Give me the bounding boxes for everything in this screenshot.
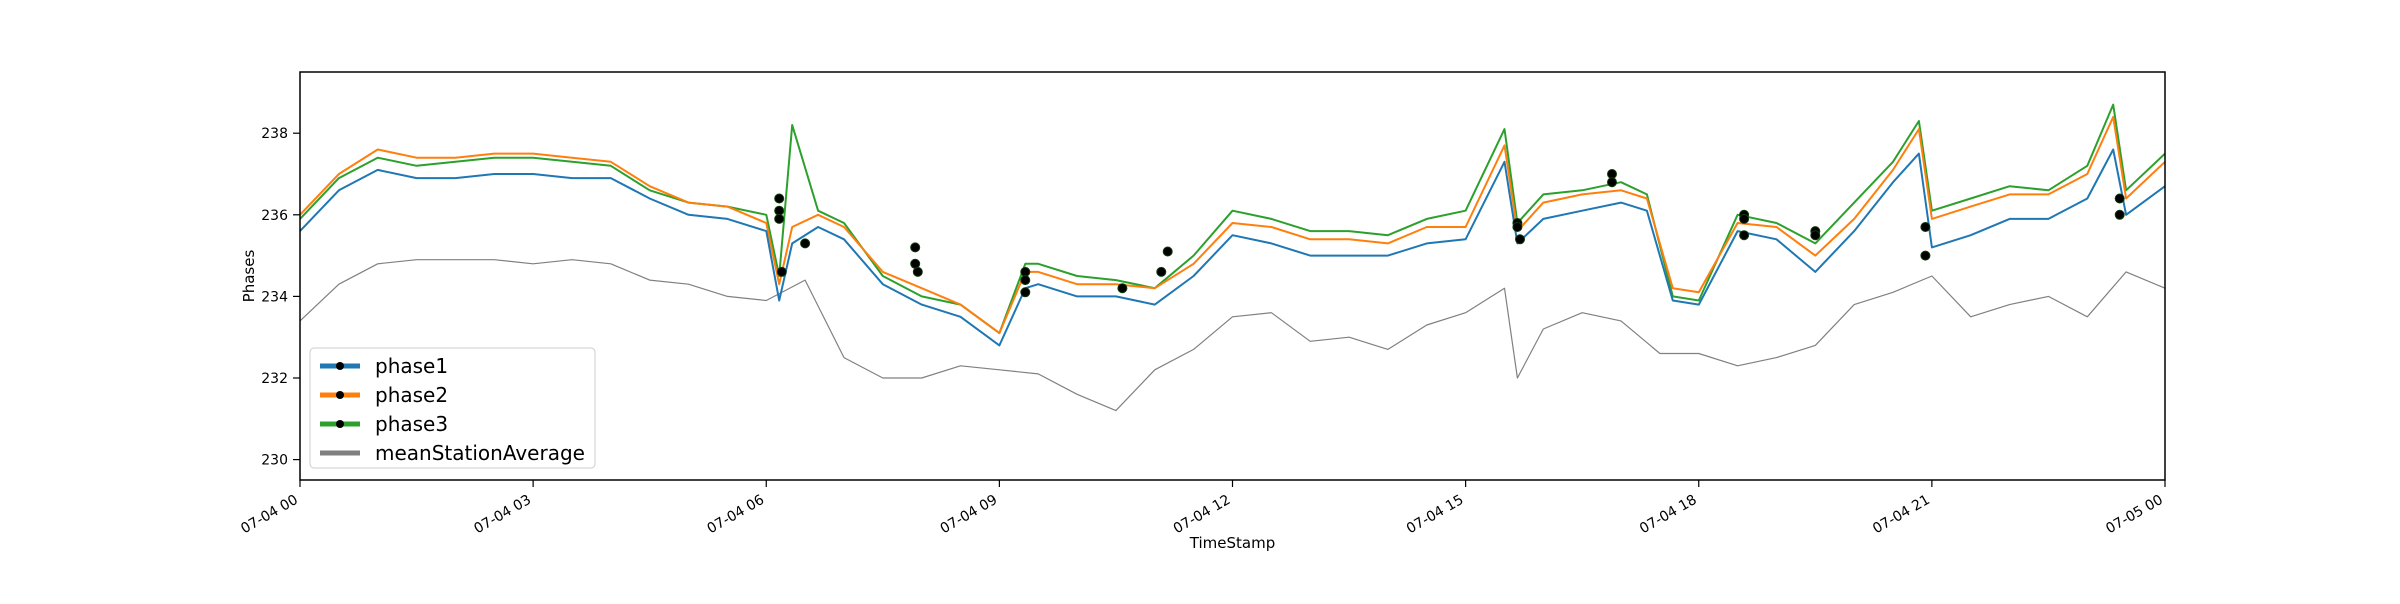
x-tick-label: 07-04 06 <box>705 492 768 537</box>
event-marker <box>1607 177 1617 188</box>
series-line-phase3 <box>299 103 2166 335</box>
legend-marker-phase3 <box>336 420 344 428</box>
event-marker <box>1020 266 1031 277</box>
x-tick-label: 07-04 09 <box>938 492 1001 537</box>
event-marker <box>1920 250 1931 261</box>
event-marker <box>800 238 811 249</box>
series-line-phase2 <box>299 115 2166 335</box>
x-tick-label: 07-04 00 <box>238 492 301 537</box>
x-axis-label: TimeStamp <box>1189 534 1275 552</box>
event-marker <box>1020 275 1031 286</box>
series-line-meanStationAverage <box>299 259 2166 412</box>
event-marker <box>2114 209 2125 220</box>
event-marker <box>1117 283 1128 294</box>
event-marker <box>1020 287 1031 298</box>
x-tick-label: 07-04 03 <box>471 492 534 537</box>
marker-layer <box>774 169 2125 298</box>
event-marker <box>774 213 785 224</box>
event-marker <box>1156 266 1167 277</box>
event-marker <box>1739 230 1750 241</box>
x-tick-label: 07-04 18 <box>1637 492 1700 537</box>
event-marker <box>1607 169 1617 179</box>
y-tick-label: 236 <box>261 208 288 224</box>
event-marker <box>910 242 921 253</box>
x-tick-label: 07-04 15 <box>1404 492 1467 537</box>
x-axis: 07-04 00 07-04 03 07-04 06 07-04 09 07-04 12… <box>238 480 2166 537</box>
event-marker <box>2114 193 2125 204</box>
legend-marker-phase1 <box>336 362 344 370</box>
y-axis-label: Phases <box>240 250 258 303</box>
series-layer <box>299 103 2166 412</box>
legend-label-meanStationAverage: meanStationAverage <box>375 441 585 465</box>
x-tick-label: 07-05 00 <box>2103 492 2166 537</box>
event-marker <box>1920 222 1931 232</box>
y-tick-label: 232 <box>261 371 288 387</box>
legend-label-phase2: phase2 <box>375 383 448 407</box>
legend-marker-phase2 <box>336 391 344 399</box>
event-marker <box>1810 230 1821 241</box>
y-tick-label: 234 <box>261 289 288 305</box>
x-tick-label: 07-04 21 <box>1870 492 1933 537</box>
y-tick-label: 238 <box>261 126 288 142</box>
event-marker <box>1515 234 1525 245</box>
series-line-phase1 <box>299 148 2166 347</box>
event-marker <box>1162 246 1173 257</box>
y-tick-label: 230 <box>261 453 288 469</box>
event-marker <box>1739 213 1750 224</box>
event-marker <box>912 266 923 277</box>
legend-label-phase3: phase3 <box>375 412 448 436</box>
y-axis: 230 232 234 236 238 <box>261 126 300 469</box>
legend-label-phase1: phase1 <box>375 354 448 378</box>
legend-box <box>309 347 596 469</box>
x-tick-label: 07-04 12 <box>1171 492 1234 537</box>
legend: phase1 phase2 phase3 meanStationAverage <box>309 347 596 469</box>
event-marker <box>774 205 785 216</box>
event-marker <box>1512 222 1523 232</box>
event-marker <box>776 266 787 277</box>
event-marker <box>774 193 785 204</box>
